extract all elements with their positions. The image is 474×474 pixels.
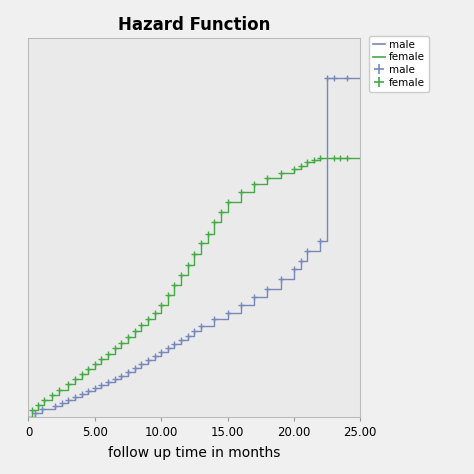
- Title: Hazard Function: Hazard Function: [118, 16, 271, 34]
- X-axis label: follow up time in months: follow up time in months: [108, 446, 281, 460]
- Legend: male, female, male, female: male, female, male, female: [369, 36, 428, 91]
